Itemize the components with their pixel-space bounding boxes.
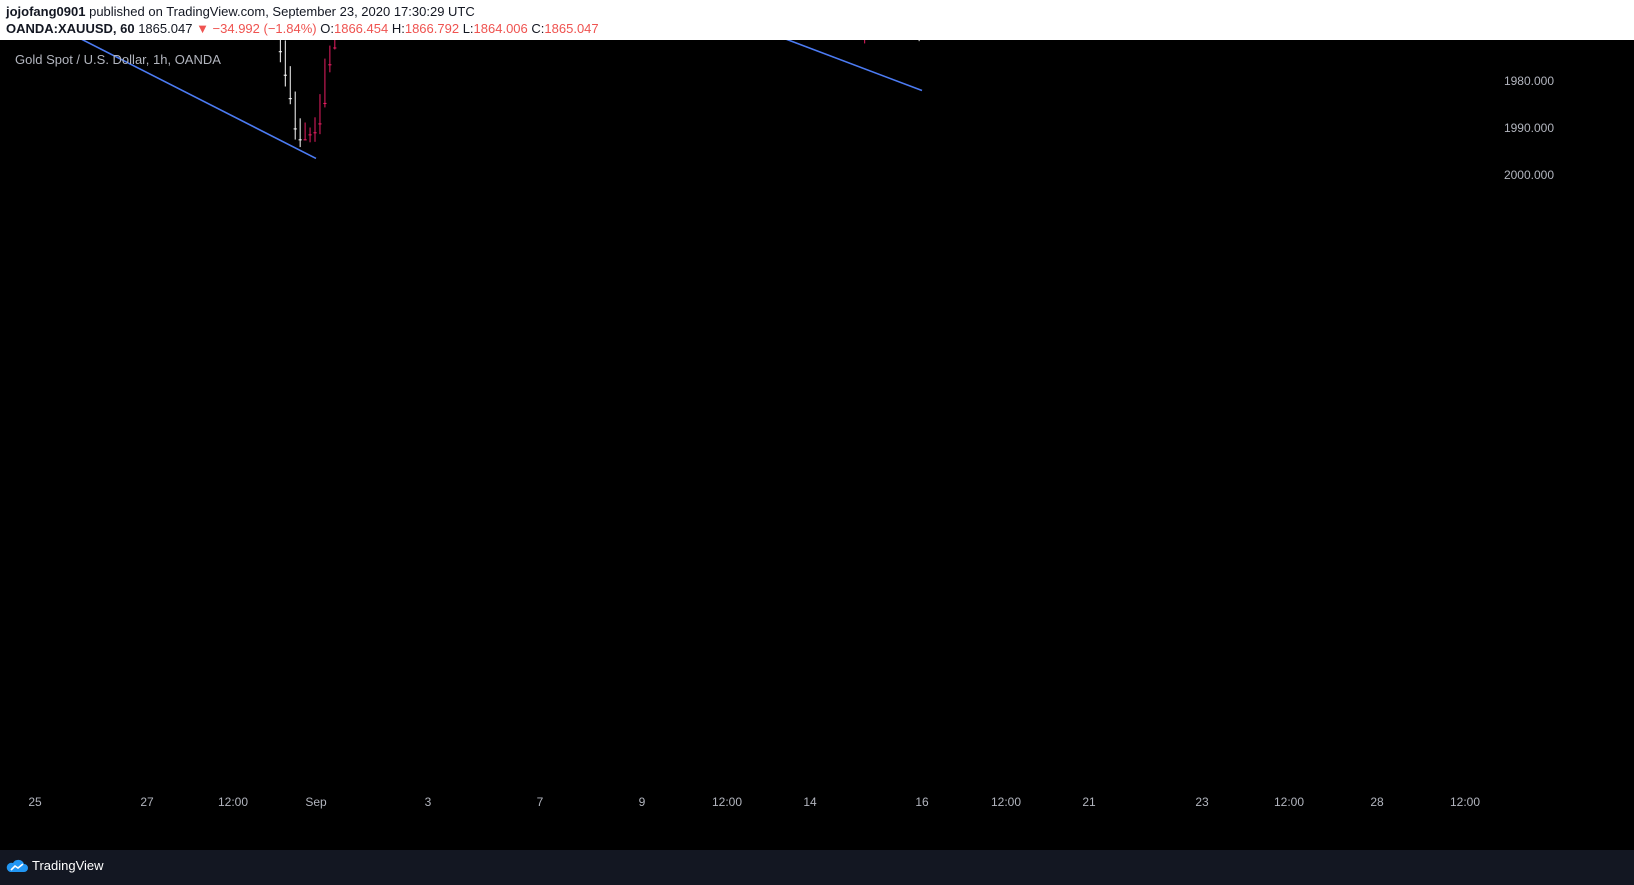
price-change: ▼ −34.992 (−1.84%) bbox=[196, 21, 317, 36]
close-label: C: bbox=[531, 21, 545, 36]
x-tick-label: 12:00 bbox=[1450, 795, 1480, 809]
x-tick-label: 9 bbox=[639, 795, 646, 809]
symbol-name: OANDA:XAUUSD, 60 bbox=[6, 21, 135, 36]
y-tick-label: 1970.000 bbox=[1504, 40, 1554, 41]
x-tick-label: 27 bbox=[140, 795, 154, 809]
y-tick-label: 2000.000 bbox=[1504, 168, 1554, 182]
candle-body bbox=[318, 123, 322, 125]
candle-body bbox=[313, 132, 317, 134]
open-label: O: bbox=[320, 21, 334, 36]
high-label: H: bbox=[391, 21, 405, 36]
x-tick-label: 7 bbox=[537, 795, 544, 809]
publish-header: jojofang0901 published on TradingView.co… bbox=[0, 0, 1634, 40]
trendline bbox=[786, 40, 923, 92]
publish-date: published on TradingView.com, September … bbox=[89, 4, 475, 19]
x-tick-label: 28 bbox=[1370, 795, 1384, 809]
candle-body bbox=[328, 64, 332, 66]
y-tick-label: 1990.000 bbox=[1504, 121, 1554, 135]
low-label: L: bbox=[462, 21, 474, 36]
candle-body bbox=[293, 128, 297, 130]
trendline bbox=[81, 40, 317, 160]
close-value: 1865.047 bbox=[544, 21, 599, 36]
x-tick-label: 23 bbox=[1195, 795, 1209, 809]
footer-bar: TradingView bbox=[0, 850, 1634, 885]
x-tick-label: 12:00 bbox=[1274, 795, 1304, 809]
x-tick-label: Sep bbox=[305, 795, 327, 809]
time-axis[interactable]: 25 27 12:00 Sep 3 7 9 12:00 14 16 12:00 21 23 12:00 28… bbox=[28, 795, 1480, 809]
candle-body bbox=[288, 98, 292, 100]
price-chart[interactable]: 2000.0001990.0001980.0001970.0001960.000… bbox=[0, 40, 1634, 850]
candle-body bbox=[303, 139, 307, 141]
candle-body bbox=[308, 134, 312, 136]
brand-name: TradingView bbox=[32, 858, 104, 873]
x-tick-label: 21 bbox=[1082, 795, 1096, 809]
author-name[interactable]: jojofang0901 bbox=[6, 4, 86, 19]
chart-title: Gold Spot / U.S. Dollar, 1h, OANDA bbox=[15, 52, 221, 67]
x-tick-label: 12:00 bbox=[712, 795, 742, 809]
candle-body bbox=[323, 102, 327, 104]
candle-body bbox=[283, 74, 287, 76]
x-tick-label: 14 bbox=[803, 795, 817, 809]
x-tick-label: 12:00 bbox=[218, 795, 248, 809]
high-value: 1866.792 bbox=[404, 21, 460, 36]
low-value: 1864.006 bbox=[473, 21, 528, 36]
tradingview-logo[interactable]: TradingView bbox=[6, 858, 104, 873]
x-tick-label: 12:00 bbox=[991, 795, 1021, 809]
candle-body bbox=[278, 51, 282, 53]
candle-body bbox=[298, 139, 302, 141]
x-tick-label: 25 bbox=[28, 795, 42, 809]
candle-body bbox=[333, 47, 337, 49]
open-value: 1866.454 bbox=[333, 21, 389, 36]
last-price: 1865.047 bbox=[138, 21, 193, 36]
price-axis[interactable]: 2000.0001990.0001980.0001970.0001960.000… bbox=[1500, 40, 1558, 182]
candlestick-series bbox=[278, 40, 920, 148]
x-tick-label: 3 bbox=[425, 795, 432, 809]
symbol-info: OANDA:XAUUSD, 60 1865.047 ▼ −34.992 (−1.… bbox=[6, 21, 599, 36]
publish-info: jojofang0901 published on TradingView.co… bbox=[6, 4, 475, 19]
drawing-layer bbox=[81, 40, 923, 160]
cloud-icon bbox=[6, 859, 28, 872]
y-tick-label: 1980.000 bbox=[1504, 74, 1554, 88]
x-tick-label: 16 bbox=[915, 795, 929, 809]
